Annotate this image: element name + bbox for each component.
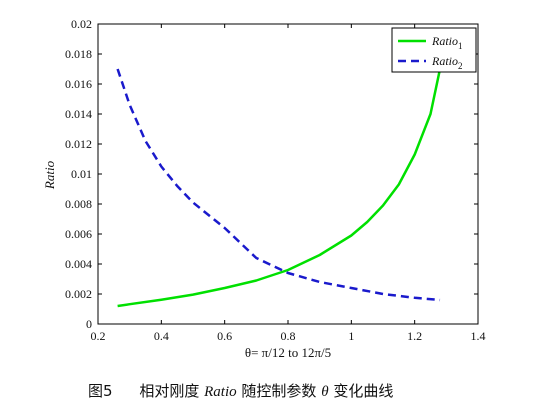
- y-axis-label: Ratio: [42, 160, 57, 190]
- y-tick-label: 0.002: [65, 287, 92, 301]
- series-layer: [116, 68, 442, 308]
- caption-theta: θ: [321, 384, 329, 400]
- x-tick-label: 1.2: [407, 329, 422, 343]
- x-tick-label: 0.8: [281, 329, 296, 343]
- caption-text-middle: 随控制参数: [241, 382, 316, 400]
- caption-text-after: 变化曲线: [333, 382, 393, 400]
- y-tick-label: 0.008: [65, 197, 92, 211]
- plot-area: 0.2 0.4 0.6 0.8 1 1.2 1.4 0 0.002 0.004 0.006 0.00…: [65, 17, 486, 343]
- y-tick-label: 0.01: [71, 167, 92, 181]
- y-tick-label: 0.012: [65, 137, 92, 151]
- y-tick-label: 0.006: [65, 227, 92, 241]
- x-axis-label: θ= π/12 to 12π/5: [245, 345, 331, 360]
- y-tick-label: 0.014: [65, 107, 92, 121]
- y-tick-label: 0.02: [71, 17, 92, 31]
- y-tick-label: 0.004: [65, 257, 92, 271]
- y-tick-label: 0.018: [65, 47, 92, 61]
- x-axis-ticks: 0.2 0.4 0.6 0.8 1 1.2 1.4: [91, 24, 486, 343]
- caption-text-italic: Ratio: [203, 384, 237, 400]
- x-tick-label: 1.4: [471, 329, 486, 343]
- x-tick-label: 1: [348, 329, 354, 343]
- legend-label: Ratio2: [431, 54, 463, 71]
- y-tick-label: 0.016: [65, 77, 92, 91]
- caption-figure-label: 图5: [88, 382, 113, 400]
- y-axis-ticks: 0 0.002 0.004 0.006 0.008 0.01 0.012 0.014 0.016…: [65, 17, 478, 331]
- legend-label-sub: 1: [458, 41, 463, 51]
- legend-box: [391, 27, 477, 73]
- legend-label: Ratio1: [431, 34, 463, 51]
- y-tick-label: 0: [86, 317, 92, 331]
- legend-label-sub: 2: [458, 61, 463, 71]
- x-tick-label: 0.6: [217, 329, 232, 343]
- series-2-line: [116, 68, 441, 302]
- x-tick-label: 0.2: [91, 329, 106, 343]
- figure-caption: 图5 相对刚度 Ratio 随控制参数 θ 变化曲线: [88, 382, 393, 400]
- legend-label-base: Ratio: [431, 34, 458, 48]
- x-tick-label: 0.4: [154, 329, 169, 343]
- caption-text-before: 相对刚度: [139, 382, 199, 400]
- legend-label-base: Ratio: [431, 54, 458, 68]
- series-1-line: [117, 68, 442, 308]
